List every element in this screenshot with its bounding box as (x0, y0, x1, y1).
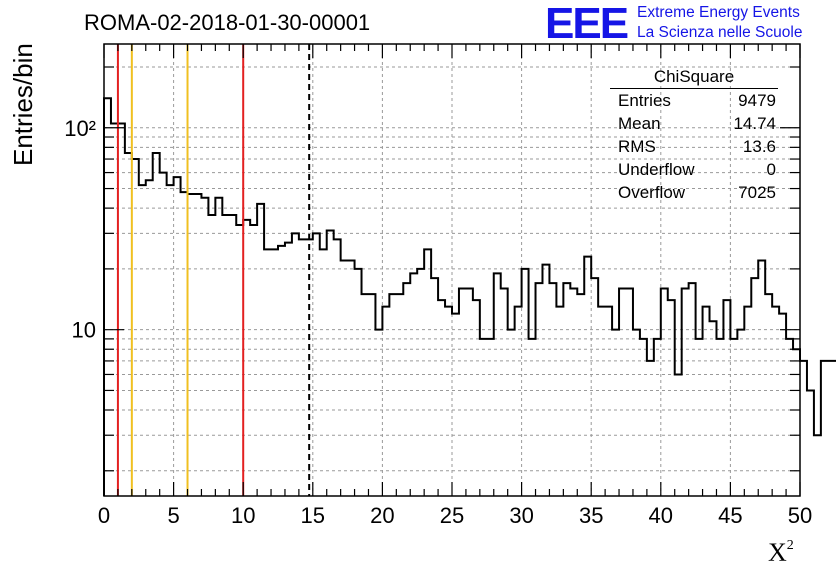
logo-line-2: La Scienza nelle Scuole (637, 24, 803, 41)
x-tick-label: 15 (301, 503, 325, 528)
x-tick-label: 5 (167, 503, 179, 528)
stats-label: RMS (618, 137, 656, 156)
stats-value: 0 (766, 160, 776, 179)
logo-line-1: Extreme Energy Events (637, 4, 800, 21)
stats-row: RMS 13.6 (610, 135, 778, 158)
x-tick-label: 25 (440, 503, 464, 528)
x-tick-label: 10 (231, 503, 255, 528)
x-tick-label: 45 (718, 503, 742, 528)
x-tick-label: 40 (649, 503, 673, 528)
chart-title: ROMA-02-2018-01-30-00001 (84, 10, 371, 35)
stats-box: ChiSquare Entries 9479 Mean 14.74 RMS 13.6 … (610, 67, 778, 204)
stats-label: Entries (618, 91, 671, 110)
x-tick-label: 0 (98, 503, 110, 528)
x-tick-label: 20 (370, 503, 394, 528)
plot-area (104, 44, 800, 496)
eee-logo: EEE (545, 0, 629, 48)
x-tick-label: 50 (788, 503, 812, 528)
stats-row: Underflow 0 (610, 158, 778, 181)
x-tick-label: 35 (579, 503, 603, 528)
stats-title: ChiSquare (610, 67, 778, 89)
stats-row: Mean 14.74 (610, 112, 778, 135)
y-tick-label: 10² (64, 116, 96, 141)
stats-row: Overflow 7025 (610, 181, 778, 204)
x-axis-label: Χ2 (768, 538, 794, 567)
stats-value: 7025 (738, 183, 776, 202)
stats-label: Overflow (618, 183, 686, 202)
stats-value: 9479 (738, 91, 776, 110)
stats-value: 13.6 (742, 137, 776, 156)
y-axis-label: Entries/bin (8, 43, 38, 166)
stats-label: Mean (618, 114, 661, 133)
histogram-line (103, 97, 836, 496)
y-tick-label: 10 (72, 318, 96, 343)
stats-row: Entries 9479 (610, 89, 778, 112)
stats-label: Underflow (618, 160, 695, 179)
x-tick-label: 30 (509, 503, 533, 528)
stats-value: 14.74 (733, 114, 776, 133)
